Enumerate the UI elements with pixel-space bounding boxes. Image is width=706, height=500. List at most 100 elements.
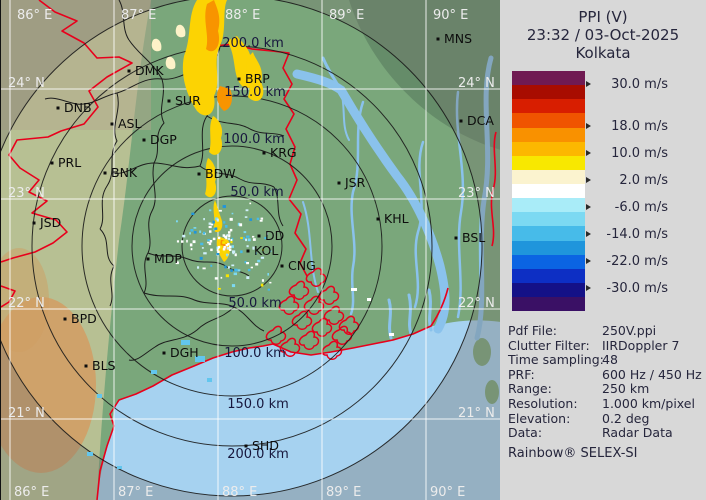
- legend-value-label: -30.0 m/s: [606, 281, 668, 296]
- color-scale-band-9: [512, 198, 585, 213]
- legend-value-label: 18.0 m/s: [611, 119, 668, 134]
- parallel-label-right: 21° N: [458, 406, 495, 421]
- range-ring-label: 200.0 km: [227, 447, 289, 462]
- range-ring-label: 100.0 km: [224, 346, 286, 361]
- station-markers: MNS DMK BRP SUR DNB DCA ASL DGP KRG PRL BNK BDW JSR K…: [32, 31, 494, 453]
- station-label-brp: BRP: [245, 71, 270, 86]
- parallel-label-left: 23° N: [8, 186, 45, 201]
- color-scale-band-0: [512, 71, 585, 86]
- station-label-bsl: BSL: [462, 230, 485, 245]
- legend-tick-arrow: [586, 81, 591, 87]
- ne-dark-tint: [331, 0, 501, 150]
- station-label-mns: MNS: [444, 31, 472, 46]
- radar-site-name: Kolkata: [575, 44, 631, 62]
- ground-clutter: [175, 202, 272, 291]
- range-ring-label: 150.0 km: [224, 85, 286, 100]
- station-label-dd: DD: [265, 228, 284, 243]
- station-label-dmk: DMK: [135, 63, 164, 78]
- legend-value-label: 30.0 m/s: [611, 77, 668, 92]
- info-label: Range:: [508, 381, 552, 397]
- color-scale-band-7: [512, 169, 585, 184]
- panel-title: PPI (V) 23:32 / 03-Oct-2025 Kolkata: [500, 8, 706, 62]
- range-ring-250km: [1, 0, 483, 497]
- info-value: 48: [602, 352, 618, 368]
- color-scale-band-3: [512, 113, 585, 128]
- legend-value-label: -14.0 m/s: [606, 227, 668, 242]
- range-ring-100km: [131, 145, 333, 347]
- station-dot-mdp: [146, 257, 150, 261]
- info-label: PRF:: [508, 366, 535, 382]
- meridian-label-bottom: 90° E: [430, 485, 465, 500]
- info-row: Pdf File: 250V.ppi: [500, 323, 706, 339]
- legend-tick-arrow: [586, 231, 591, 237]
- station-dot-bdw: [197, 172, 201, 176]
- color-scale-band-5: [512, 141, 585, 156]
- info-label: Pdf File:: [508, 323, 557, 338]
- color-scale-band-8: [512, 184, 585, 199]
- station-label-jsd: JSD: [39, 215, 61, 230]
- info-row: Data: Radar Data: [500, 426, 706, 441]
- meridian-label-top: 88° E: [225, 8, 260, 23]
- info-value: 600 Hz / 450 Hz: [602, 366, 702, 382]
- meridian-label-bottom: 86° E: [14, 485, 49, 500]
- parallel-label-right: 23° N: [458, 186, 495, 201]
- parallel-label-left: 22° N: [8, 296, 45, 311]
- station-dot-sur: [167, 99, 171, 103]
- station-dot-jsr: [337, 181, 341, 185]
- color-scale-band-16: [512, 297, 585, 312]
- station-dot-dgp: [142, 138, 146, 142]
- color-scale-band-15: [512, 282, 585, 297]
- parallel-label-left: 21° N: [8, 406, 45, 421]
- out-of-range-mask: [1, 0, 501, 500]
- islands: [473, 338, 499, 404]
- rivers: [292, 55, 494, 341]
- software-credit: Rainbow® SELEX-SI: [508, 446, 638, 461]
- station-label-bnk: BNK: [111, 165, 138, 180]
- info-row: PRF: 600 Hz / 450 Hz: [500, 366, 706, 383]
- range-ring-label: 50.0 km: [230, 185, 283, 200]
- station-label-bls: BLS: [92, 358, 116, 373]
- meridian-label-bottom: 87° E: [118, 485, 153, 500]
- station-label-prl: PRL: [58, 155, 81, 170]
- color-scale-band-11: [512, 226, 585, 241]
- info-row: Resolution: 1.000 km/pixel: [500, 395, 706, 412]
- meridian-label-bottom: 89° E: [326, 485, 361, 500]
- info-label: Data:: [508, 425, 543, 441]
- color-scale-band-10: [512, 212, 585, 227]
- station-dot-krg: [262, 151, 266, 155]
- info-value: Radar Data: [602, 425, 673, 441]
- terrain-orange-patch2: [1, 248, 49, 352]
- parallel-label-right: 24° N: [458, 76, 495, 91]
- legend-tick-arrow: [586, 177, 591, 183]
- station-label-jsr: JSR: [344, 175, 366, 190]
- station-label-shd: SHD: [252, 438, 279, 453]
- meridian-label-top: 90° E: [433, 8, 468, 23]
- station-dot-jsd: [32, 221, 36, 225]
- color-scale: [512, 71, 585, 312]
- station-dot-asl: [110, 122, 114, 126]
- legend-tick-arrow: [586, 150, 591, 156]
- info-panel: PPI (V) 23:32 / 03-Oct-2025 Kolkata 30.0…: [500, 0, 706, 500]
- color-scale-band-14: [512, 268, 585, 283]
- station-dot-bnk: [103, 171, 107, 175]
- station-label-dnb: DNB: [64, 100, 92, 115]
- station-label-asl: ASL: [118, 116, 141, 131]
- color-scale-band-4: [512, 127, 585, 142]
- station-dot-shd: [244, 444, 248, 448]
- graticule: [1, 0, 501, 500]
- meridian-label-bottom: 88° E: [222, 485, 257, 500]
- station-label-dgh: DGH: [170, 345, 199, 360]
- info-row: Range: 250 km: [500, 382, 706, 397]
- graticule-labels: 86° E 86° E 87° E 87° E 88° E 88° E 89° E 89° E…: [8, 8, 495, 500]
- info-label: Resolution:: [508, 395, 578, 411]
- legend-value-label: 2.0 m/s: [619, 173, 668, 188]
- info-value: 1.000 km/pixel: [602, 395, 695, 411]
- station-dot-dd: [257, 234, 261, 238]
- color-scale-band-12: [512, 240, 585, 255]
- range-ring-labels: 200.0 km 150.0 km 100.0 km 50.0 km 50.0 km 10…: [222, 36, 289, 462]
- parallel-label-right: 22° N: [458, 296, 495, 311]
- legend-tick-arrow: [586, 285, 591, 291]
- station-dot-brp: [237, 77, 241, 81]
- product-name: PPI (V): [578, 8, 628, 26]
